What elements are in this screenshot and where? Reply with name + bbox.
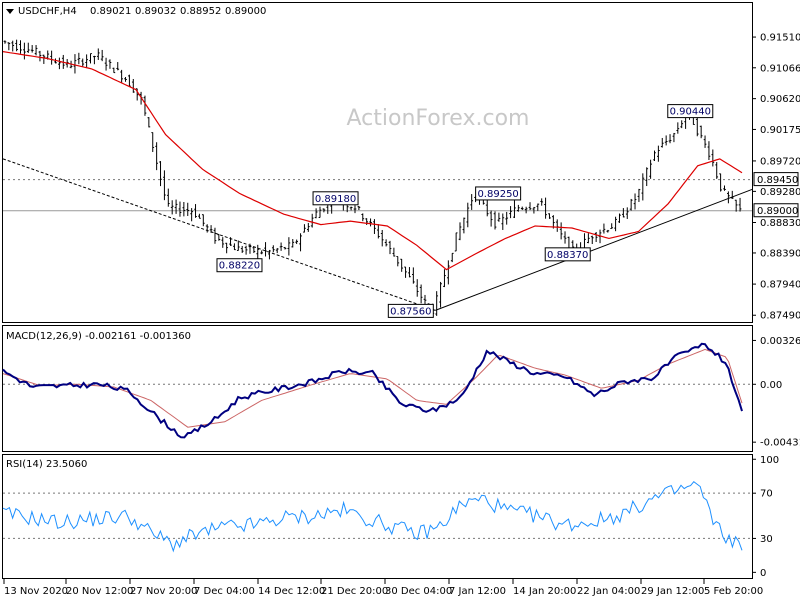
rsi-title: RSI(14) 23.5060 [6,459,87,470]
x-tick-label: 14 Jan 20:00 [513,586,576,597]
y-tick-label: 0.89280 [760,187,800,198]
x-tick-label: 7 Jan 12:00 [449,586,506,597]
x-tick-label: 30 Dec 04:00 [385,586,452,597]
x-tick-label: 20 Nov 12:00 [66,586,133,597]
x-tick-label: 21 Dec 20:00 [321,586,388,597]
rsi-tick-label: 0 [760,568,766,579]
rsi-tick-label: 100 [760,455,779,466]
ohlc-close: 0.89000 [225,6,266,17]
price-annotation-label: 0.90440 [670,107,711,118]
price-annotation-label: 0.87560 [390,306,431,317]
rsi-layer: 100 70 30 0 [2,455,779,579]
macd-tick-label: -0.004316 [760,438,800,449]
falling-trendline [2,158,436,311]
y-tick-label: 0.88830 [760,218,800,229]
price-title: USDCHF,H4 [18,6,77,17]
price-annotation-label: 0.89180 [315,194,356,205]
ohlc-high: 0.89032 [135,6,176,17]
y-tick-label: 0.88390 [760,248,800,259]
ohlc-open: 0.89021 [90,6,131,17]
y-tick-label: 0.90175 [760,125,800,136]
chart-menu-arrow-icon[interactable] [6,9,14,14]
price-annotation-box [216,258,263,273]
price-annotation-label: 0.89250 [477,189,518,200]
rsi-pane[interactable] [2,454,753,579]
y-tick-label: 0.91066 [760,63,800,74]
x-tick-label: 5 Feb 20:00 [704,586,763,597]
watermark: ActionForex.com [347,106,530,131]
ohlc-low: 0.88952 [180,6,221,17]
rsi-tick-label: 70 [760,489,773,500]
price-annotation-label: 0.88370 [547,250,588,261]
macd-title: MACD(12,26,9) -0.002161 -0.001360 [6,331,191,342]
y-tick-label: 0.87490 [760,311,800,322]
resistance-price-label: 0.89450 [757,175,798,186]
price-annotation-box [475,186,522,201]
y-tick-label: 0.91510 [760,33,800,44]
support-trendline [435,188,753,311]
price-annotation-box [667,104,714,119]
price-pane[interactable] [2,2,753,323]
resistance-price-label-box [753,172,799,187]
x-tick-label: 22 Jan 04:00 [577,586,640,597]
macd-main-line [2,342,743,439]
price-layer: 0.91510 0.91066 0.90620 0.90175 0.89720 0.892… [2,33,800,322]
x-tick-label: 14 Dec 12:00 [258,586,325,597]
y-tick-label: 0.89720 [760,156,800,167]
x-tick-label: 13 Nov 2020 [4,586,68,597]
rsi-line [2,481,743,553]
price-annotation-label: 0.88220 [219,261,260,272]
macd-tick-label: 0.00 [760,380,782,391]
x-tick-label: 29 Jan 12:00 [641,586,704,597]
macd-pane[interactable] [2,325,753,452]
moving-average-line [2,51,743,271]
x-tick-label: 27 Nov 20:00 [130,586,197,597]
rsi-tick-label: 30 [760,534,773,545]
current-price-label-box [753,203,799,218]
price-annotation-box [312,191,359,206]
price-annotation-box [544,247,591,262]
y-tick-label: 0.87940 [760,280,800,291]
macd-signal-line [2,348,743,428]
macd-layer: 0.003269 0.00 -0.004316 [2,336,800,449]
y-tick-label: 0.90620 [760,94,800,105]
macd-tick-label: 0.003269 [760,336,800,347]
x-tick-label: 7 Dec 04:00 [194,586,255,597]
price-annotation-box [387,303,434,318]
current-price-label: 0.89000 [757,206,798,217]
